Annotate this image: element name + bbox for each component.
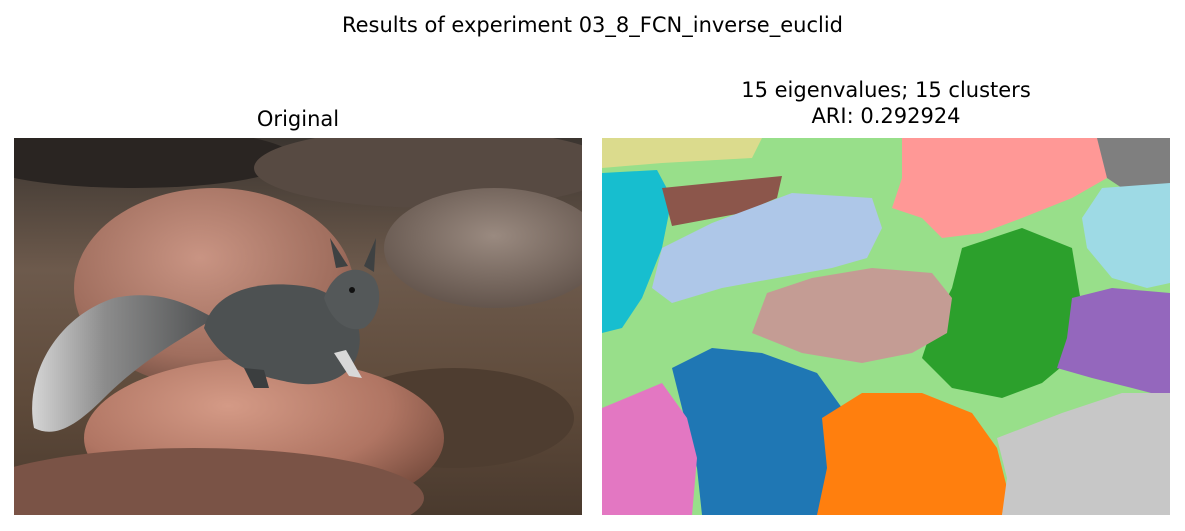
figure-suptitle: Results of experiment 03_8_FCN_inverse_e… [341, 13, 843, 37]
segmentation-title-line2: ARI: 0.292924 [811, 104, 961, 128]
squirrel-photo [14, 138, 582, 515]
segmentation-title: 15 eigenvalues; 15 clusters ARI: 0.29292… [602, 77, 1170, 129]
original-image-title: Original [256, 107, 340, 131]
segmentation-map [602, 138, 1170, 515]
segmentation-title-line1: 15 eigenvalues; 15 clusters [741, 78, 1031, 102]
segmentation-image [602, 138, 1170, 515]
original-image [14, 138, 582, 515]
